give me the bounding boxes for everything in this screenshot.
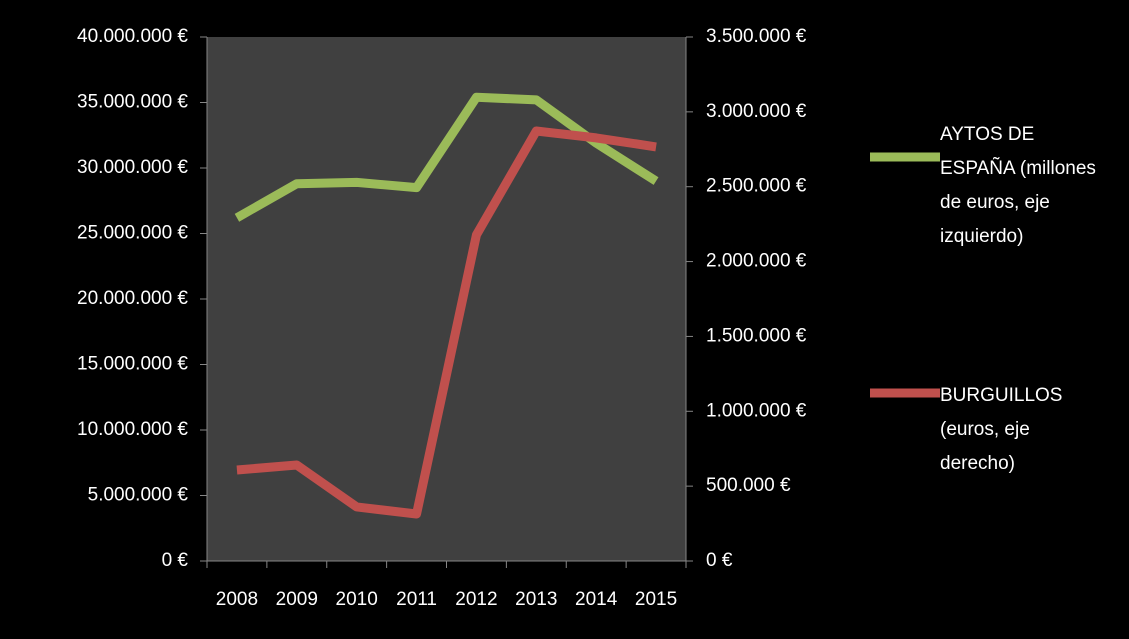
y2-tick-label: 2.500.000 € (706, 176, 807, 197)
y2-tick-label: 3.000.000 € (706, 101, 807, 122)
x-tick-label: 2010 (336, 589, 378, 610)
legend-label: AYTOS DE ESPAÑA (millones de euros, eje … (940, 124, 1096, 247)
y-tick-label: 35.000.000 € (77, 92, 188, 113)
x-tick-label: 2014 (575, 589, 618, 610)
y-tick-label: 40.000.000 € (77, 26, 188, 47)
legend-label: BURGUILLOS (euros, eje derecho) (940, 385, 1063, 474)
y-tick-label: 15.000.000 € (77, 354, 188, 375)
y2-tick-label: 2.000.000 € (706, 251, 807, 272)
y-tick-label: 25.000.000 € (77, 223, 188, 244)
y-tick-label: 5.000.000 € (88, 485, 189, 506)
y2-tick-label: 500.000 € (706, 475, 791, 496)
y-tick-label: 20.000.000 € (77, 288, 188, 309)
x-tick-label: 2013 (515, 589, 557, 610)
x-tick-label: 2015 (635, 589, 677, 610)
y2-tick-label: 1.500.000 € (706, 325, 807, 346)
x-tick-label: 2012 (455, 589, 497, 610)
series-line (236, 126, 657, 519)
y2-tick-label: 0 € (706, 550, 733, 571)
y-tick-label: 30.000.000 € (77, 157, 188, 178)
y2-tick-label: 3.500.000 € (706, 26, 807, 47)
x-tick-label: 2011 (396, 589, 437, 610)
y-tick-label: 10.000.000 € (77, 419, 188, 440)
plot-area (207, 37, 686, 561)
y2-tick-label: 1.000.000 € (706, 400, 807, 421)
x-tick-label: 2008 (216, 589, 258, 610)
x-tick-label: 2009 (276, 589, 318, 610)
y-tick-label: 0 € (162, 550, 189, 571)
